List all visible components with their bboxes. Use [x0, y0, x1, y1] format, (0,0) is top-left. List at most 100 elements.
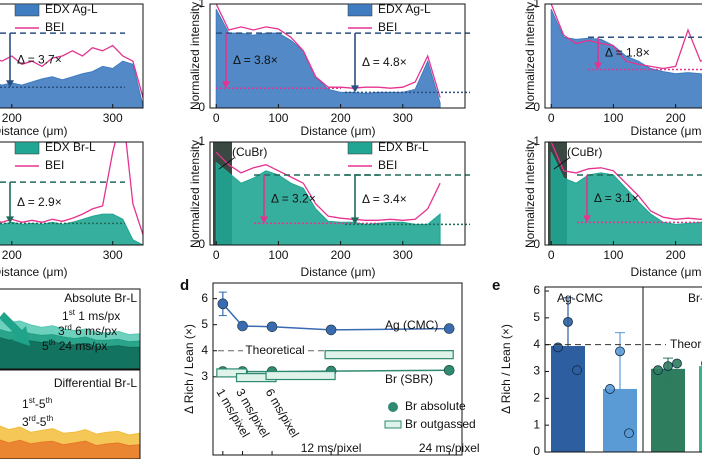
- outgassed-box: [265, 370, 336, 381]
- arrow-head: [260, 216, 268, 224]
- marker: [237, 320, 248, 332]
- arrow-head: [6, 80, 14, 88]
- plot-frame: [209, 141, 466, 246]
- label-part: 5: [42, 339, 49, 353]
- legend-label: EDX Br-L: [45, 140, 96, 154]
- x-tick-label: 300: [393, 111, 413, 125]
- y-tick-label: 0: [198, 100, 205, 114]
- legend-label: EDX Ag-L: [378, 2, 431, 16]
- plot-frame: [0, 3, 144, 109]
- x-tick-label: 100: [603, 248, 623, 262]
- marker: [325, 324, 337, 336]
- y-tick-label: 1: [533, 0, 540, 10]
- trend-arrow: [0, 312, 30, 346]
- x-tick-label: 0: [548, 248, 555, 262]
- y-tick-label: 6: [533, 283, 540, 297]
- ratio-label: Δ = 3.8×: [233, 53, 278, 67]
- ratio-label: Δ = 1.8×: [605, 46, 650, 60]
- inset-label: (CuBr): [567, 145, 602, 159]
- ratio-label: Δ = 4.8×: [362, 55, 407, 69]
- legend-label: BEI: [378, 158, 397, 172]
- y-tick-label: 1: [198, 0, 205, 10]
- label-part: 1 ms/px: [75, 309, 120, 323]
- plot-frame: [209, 3, 466, 109]
- y-tick-label: 2: [533, 391, 540, 405]
- inset-label: (CuBr): [232, 145, 267, 159]
- bei-line: [0, 44, 143, 98]
- legend-swatch: [14, 3, 40, 17]
- y-axis-label: Normalized intensity: [188, 2, 202, 110]
- outgassed-box: [216, 368, 248, 378]
- legend-label: Br absolute: [405, 399, 466, 413]
- x-axis-label: Distance (μm): [0, 265, 67, 279]
- group-label: Ag-CMC: [557, 291, 603, 305]
- label-part: 3: [58, 324, 65, 338]
- data-point: [624, 428, 634, 439]
- plot-frame: [544, 141, 702, 246]
- y-tick-label: 5: [201, 317, 208, 331]
- plot-area: [215, 4, 441, 108]
- y-axis-label: Δ Rich / Lean (×): [182, 324, 196, 414]
- legend-swatch: [14, 141, 40, 155]
- y-tick-label: 1: [533, 134, 540, 148]
- y-tick-label: 0: [533, 100, 540, 114]
- theoretical-label: Theoretical: [670, 337, 702, 351]
- legend-marker: [388, 402, 398, 412]
- series-label: Br (SBR): [385, 372, 433, 386]
- bei-line: [0, 142, 143, 235]
- plot-frame: [0, 141, 144, 246]
- label-part: -5: [35, 397, 46, 411]
- y-tick-label: 3: [201, 369, 208, 383]
- x-tick-label: 300: [103, 111, 123, 125]
- y-axis-label: Normalized intensity: [523, 140, 537, 248]
- x-tick-label: 24 ms/pixel: [419, 441, 480, 455]
- ratio-label: Δ = 3.7×: [17, 52, 62, 66]
- x-tick-label: 100: [603, 111, 623, 125]
- x-axis-label: Distance (μm): [301, 265, 376, 279]
- label-part: rd: [65, 323, 72, 332]
- plot-frame: [544, 286, 702, 453]
- y-tick-label: 1: [533, 417, 540, 431]
- x-tick-label: 200: [331, 248, 351, 262]
- group-label: Br-SBR: [688, 291, 702, 305]
- label-part: th: [46, 414, 53, 423]
- x-tick-label: 300: [393, 248, 413, 262]
- outgassed-box: [324, 350, 454, 360]
- legend-swatch: [347, 3, 373, 17]
- data-point: [615, 346, 625, 357]
- arrow-head: [222, 81, 230, 89]
- marker: [266, 321, 278, 333]
- y-axis-label: Δ Rich / Lean (×): [499, 324, 513, 414]
- ratio-label: Δ = 3.1×: [594, 191, 639, 205]
- plot-frame: [212, 282, 463, 456]
- edx-area: [215, 8, 441, 108]
- legend-label: Br outgassed: [405, 417, 476, 431]
- label-part: 1: [22, 397, 29, 411]
- y-tick-label: 3: [533, 364, 540, 378]
- panel-label: d: [180, 277, 189, 294]
- x-tick-label: 100: [268, 248, 288, 262]
- bei-line: [215, 4, 441, 98]
- x-tick-label: 300: [103, 248, 123, 262]
- label-part: 3: [22, 415, 29, 429]
- bei-line: [550, 4, 702, 70]
- y-tick-label: 6: [201, 291, 208, 305]
- edx-area: [0, 60, 143, 108]
- data-point: [572, 365, 582, 376]
- label-part: -5: [36, 415, 47, 429]
- label-part: 24 ms/px: [55, 339, 107, 353]
- label-part: th: [49, 338, 56, 347]
- legend-label: 3rd 6 ms/px: [58, 323, 117, 339]
- legend-label: 1st 1 ms/px: [62, 308, 120, 324]
- legend-box: [384, 420, 402, 429]
- label-bg: [243, 343, 307, 358]
- x-axis-label: Distance (μm): [0, 124, 67, 138]
- plot-area: [0, 319, 140, 369]
- data-point: [563, 316, 573, 327]
- x-axis-label: Distance (μm): [301, 124, 376, 138]
- x-tick-label: 200: [666, 111, 686, 125]
- inset-pointer: [553, 157, 570, 170]
- plot-area: [550, 4, 702, 108]
- ratio-label: Δ = 3.4×: [362, 192, 407, 206]
